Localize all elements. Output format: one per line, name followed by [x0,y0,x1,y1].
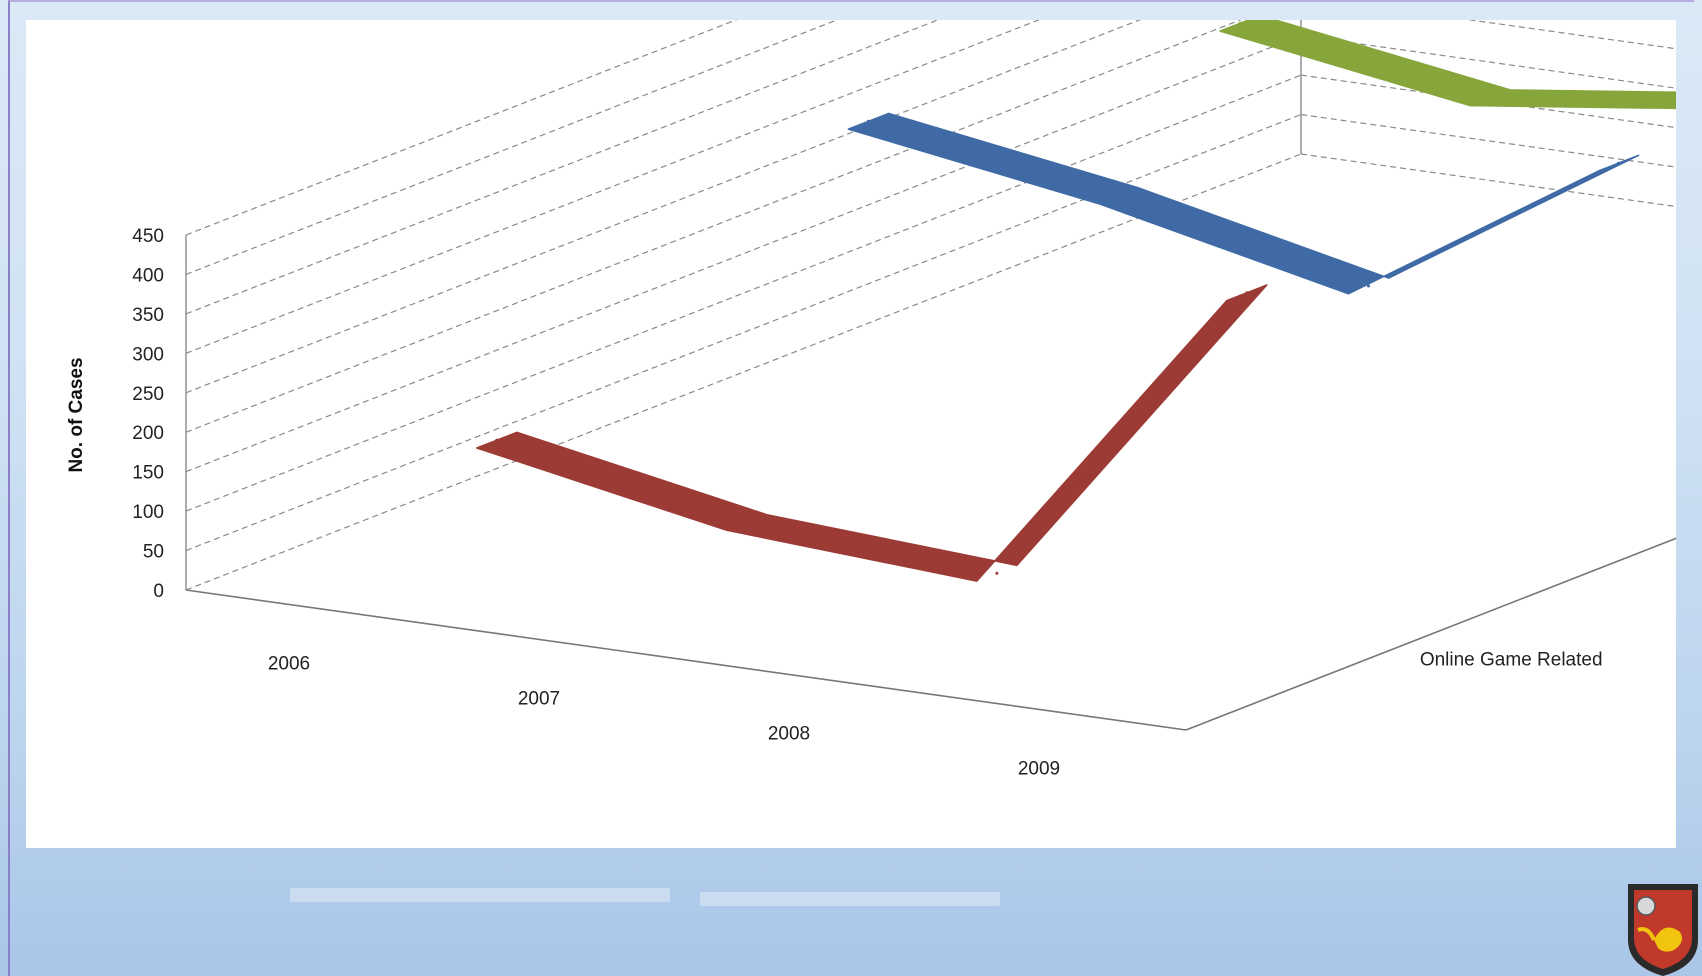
back-wall-gridline [1300,113,1676,168]
side-wall-gridline [185,20,1242,433]
side-wall-gridline [185,20,839,276]
data-point [1488,96,1492,100]
x-axis-line [185,589,1187,731]
back-wall-gridline [1466,20,1676,50]
category-label: 2006 [268,654,310,675]
data-point [745,521,749,524]
series-depth-label: Online Game Related [1420,649,1603,670]
y-tick-label: 350 [132,305,164,326]
slide-background [8,0,1694,976]
y-tick-label: 450 [132,226,164,247]
depth-axis-line [1185,537,1676,731]
side-wall-gridline [185,113,1302,552]
data-point [1367,284,1370,288]
y-tick-label: 200 [132,423,164,444]
y-tick-label: 50 [143,542,164,563]
y-tick-label: 400 [132,265,164,286]
data-point [1245,291,1249,295]
category-label: 2009 [1018,759,1060,780]
data-point [1238,21,1242,25]
series-ribbon [847,112,1640,295]
data-point [1617,161,1620,165]
series-ribbon [1219,20,1676,110]
side-wall-gridline [185,74,1302,512]
side-wall-gridline [185,20,940,315]
background-streak [290,888,670,902]
y-tick-label: 0 [153,581,164,602]
data-point [495,438,499,442]
chart-panel: 0 50 100 150 200 250 300 350 400 450 No. of Cases 2… [26,20,1676,848]
data-point [1117,194,1120,198]
chart-svg: 0 50 100 150 200 250 300 350 400 450 No. of Cases 2… [66,20,1676,780]
y-tick-label: 100 [132,502,164,523]
police-crest-icon [1628,884,1698,976]
y-tick-label: 250 [132,384,164,405]
category-label: 2007 [518,689,560,710]
y-tick-label: 150 [132,463,164,484]
category-label: 2008 [768,724,810,745]
y-tick-label: 300 [132,344,164,365]
data-point [867,119,870,123]
data-point [995,571,999,575]
series-ribbon [476,284,1268,582]
y-axis-title: No. of Cases [66,357,87,472]
background-streak [700,892,1000,906]
